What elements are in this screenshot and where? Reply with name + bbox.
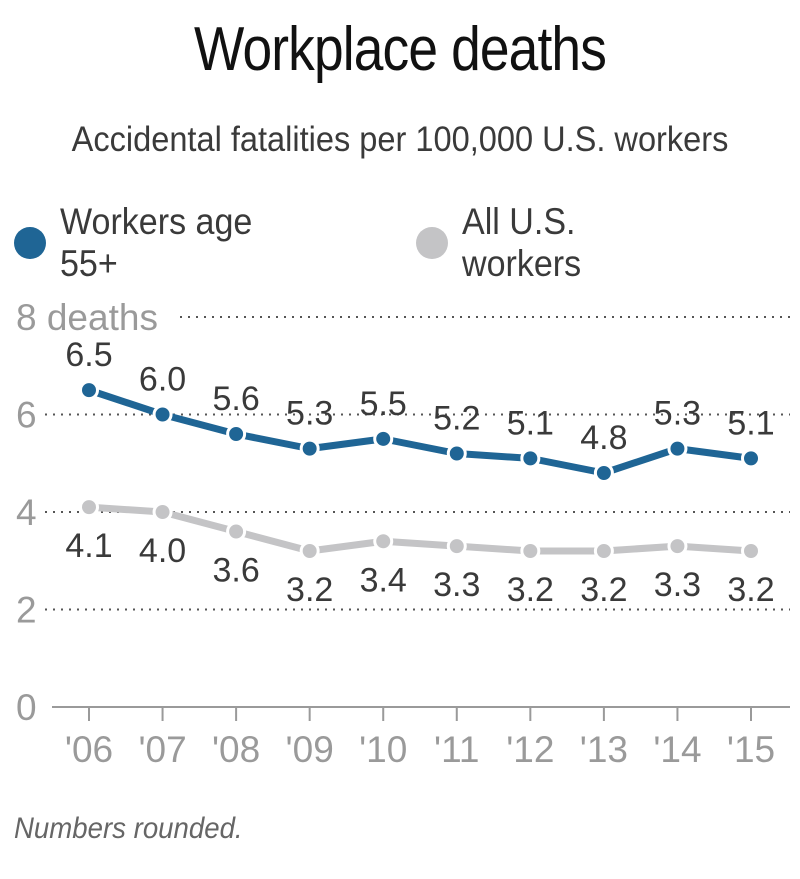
y-tick-label: 0 bbox=[16, 687, 37, 728]
x-tick-label: '07 bbox=[138, 729, 186, 770]
data-point bbox=[667, 438, 688, 459]
chart-subtitle: Accidental fatalities per 100,000 U.S. w… bbox=[71, 120, 729, 159]
data-point bbox=[593, 541, 614, 561]
data-point bbox=[226, 424, 247, 444]
data-label: 5.3 bbox=[654, 395, 701, 433]
data-point bbox=[152, 502, 173, 522]
legend-item-all-workers: All U.S. workers bbox=[416, 201, 722, 285]
data-label: 3.3 bbox=[654, 566, 701, 604]
x-tick-label: '10 bbox=[359, 729, 407, 770]
legend-label-workers-55-plus: Workers age 55+ bbox=[59, 201, 252, 284]
legend-item-workers-55-plus: Workers age 55+ bbox=[14, 201, 338, 285]
x-tick-label: '12 bbox=[506, 729, 554, 770]
data-label: 5.5 bbox=[360, 385, 407, 423]
chart-title: Workplace deaths bbox=[193, 15, 607, 84]
data-label: 3.3 bbox=[433, 566, 480, 604]
data-label: 4.0 bbox=[139, 532, 186, 570]
data-point bbox=[446, 443, 467, 464]
data-label: 5.6 bbox=[212, 380, 259, 418]
data-label: 3.4 bbox=[360, 561, 407, 599]
data-label: 3.2 bbox=[580, 571, 627, 609]
data-label: 6.0 bbox=[139, 361, 186, 399]
legend: Workers age 55+ All U.S. workers bbox=[14, 201, 800, 284]
legend-label-all-workers: All U.S. workers bbox=[461, 201, 582, 284]
data-label: 3.2 bbox=[286, 571, 333, 609]
data-point bbox=[593, 463, 614, 483]
data-point bbox=[152, 404, 173, 425]
series-line-all-workers bbox=[85, 503, 755, 555]
data-label: 3.2 bbox=[727, 571, 774, 609]
data-point bbox=[520, 541, 541, 561]
data-label: 3.2 bbox=[507, 571, 554, 609]
x-tick-label: '08 bbox=[212, 729, 260, 770]
data-label: 5.1 bbox=[507, 404, 554, 442]
footnote: Numbers rounded. bbox=[14, 812, 243, 845]
data-point bbox=[446, 536, 467, 557]
data-label: 6.5 bbox=[65, 336, 112, 374]
data-label: 5.2 bbox=[433, 400, 480, 438]
x-tick-label: '09 bbox=[286, 729, 334, 770]
data-label: 3.6 bbox=[212, 552, 259, 590]
y-tick-label: 8 deaths bbox=[16, 297, 158, 338]
data-label: 4.1 bbox=[65, 527, 112, 565]
data-point bbox=[741, 541, 761, 561]
data-label: 4.8 bbox=[580, 419, 627, 457]
x-tick-label: '06 bbox=[65, 729, 113, 770]
series-line-workers-55-plus bbox=[85, 386, 755, 477]
data-label: 5.1 bbox=[727, 404, 774, 442]
data-point bbox=[79, 497, 99, 518]
x-tick-label: '15 bbox=[727, 729, 775, 770]
data-point bbox=[299, 438, 320, 459]
data-point bbox=[520, 448, 541, 469]
x-tick-label: '11 bbox=[434, 729, 479, 770]
data-label: 5.3 bbox=[286, 395, 333, 433]
y-tick-label: 2 bbox=[16, 590, 37, 631]
data-point bbox=[299, 541, 320, 561]
x-tick-label: '14 bbox=[653, 729, 701, 770]
data-point bbox=[373, 428, 394, 449]
data-point bbox=[226, 521, 247, 542]
x-tick-label: '13 bbox=[580, 729, 628, 770]
data-point bbox=[373, 531, 394, 552]
data-point bbox=[741, 448, 761, 469]
y-tick-label: 6 bbox=[16, 395, 37, 436]
legend-marker-all-workers bbox=[416, 227, 448, 259]
legend-marker-workers-55-plus bbox=[14, 227, 46, 259]
data-point bbox=[79, 380, 99, 401]
data-point bbox=[667, 536, 688, 557]
y-tick-label: 4 bbox=[16, 492, 37, 533]
